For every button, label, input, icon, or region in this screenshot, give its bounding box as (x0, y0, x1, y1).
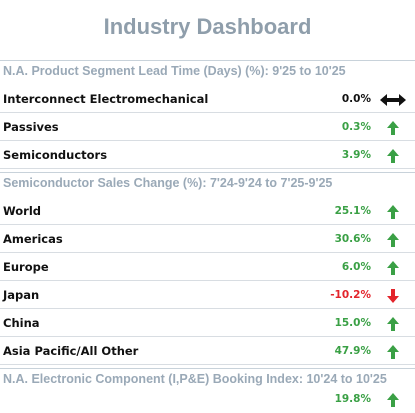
metric-row: Semiconductors 3.9% (0, 143, 415, 169)
arrow-left-right-icon (379, 92, 407, 108)
metric-row: Asia Pacific/All Other 47.9% (0, 339, 415, 365)
arrow-up-icon (386, 148, 400, 164)
metric-label: Asia Pacific/All Other (3, 344, 139, 358)
metric-row: World 25.1% (0, 199, 415, 225)
metric-value: 30.6% (334, 233, 371, 245)
arrow-up-icon (386, 204, 400, 220)
arrow-up-icon (386, 120, 400, 136)
section-heading-lead-time: N.A. Product Segment Lead Time (Days) (%… (0, 60, 415, 80)
metric-row: Interconnect Electromechanical 0.0% (0, 87, 415, 113)
section-heading-semiconductor-sales: Semiconductor Sales Change (%): 7'24-9'2… (0, 172, 415, 192)
metric-label: Europe (3, 260, 49, 274)
arrow-up-icon (386, 344, 400, 360)
metric-value: 47.9% (334, 345, 371, 357)
metric-label: Americas (3, 232, 63, 246)
arrow-up-icon (386, 316, 400, 332)
metric-value: 0.0% (341, 93, 371, 105)
metric-row: 19.8% (0, 387, 415, 413)
metric-value: 6.0% (341, 261, 371, 273)
arrow-down-icon (386, 288, 400, 304)
arrow-up-icon (386, 392, 400, 408)
metric-value: 25.1% (334, 205, 371, 217)
metric-row: Japan -10.2% (0, 283, 415, 309)
metric-value: 15.0% (334, 317, 371, 329)
metric-value: -10.2% (330, 289, 371, 301)
metric-row: Europe 6.0% (0, 255, 415, 281)
metric-label: Passives (3, 120, 59, 134)
metric-row: Americas 30.6% (0, 227, 415, 253)
metric-row: China 15.0% (0, 311, 415, 337)
metric-value: 0.3% (341, 121, 371, 133)
dashboard-title: Industry Dashboard (103, 14, 312, 39)
arrow-up-icon (386, 232, 400, 248)
section-heading-booking-index: N.A. Electronic Component (I,P&E) Bookin… (0, 368, 415, 388)
metric-label: Semiconductors (3, 148, 108, 162)
metric-label: Japan (3, 288, 40, 302)
arrow-up-icon (386, 260, 400, 276)
metric-row: Passives 0.3% (0, 115, 415, 141)
metric-label: Interconnect Electromechanical (3, 92, 209, 106)
metric-label: China (3, 316, 40, 330)
metric-label: World (3, 204, 42, 218)
metric-value: 19.8% (334, 393, 371, 405)
metric-value: 3.9% (341, 149, 371, 161)
